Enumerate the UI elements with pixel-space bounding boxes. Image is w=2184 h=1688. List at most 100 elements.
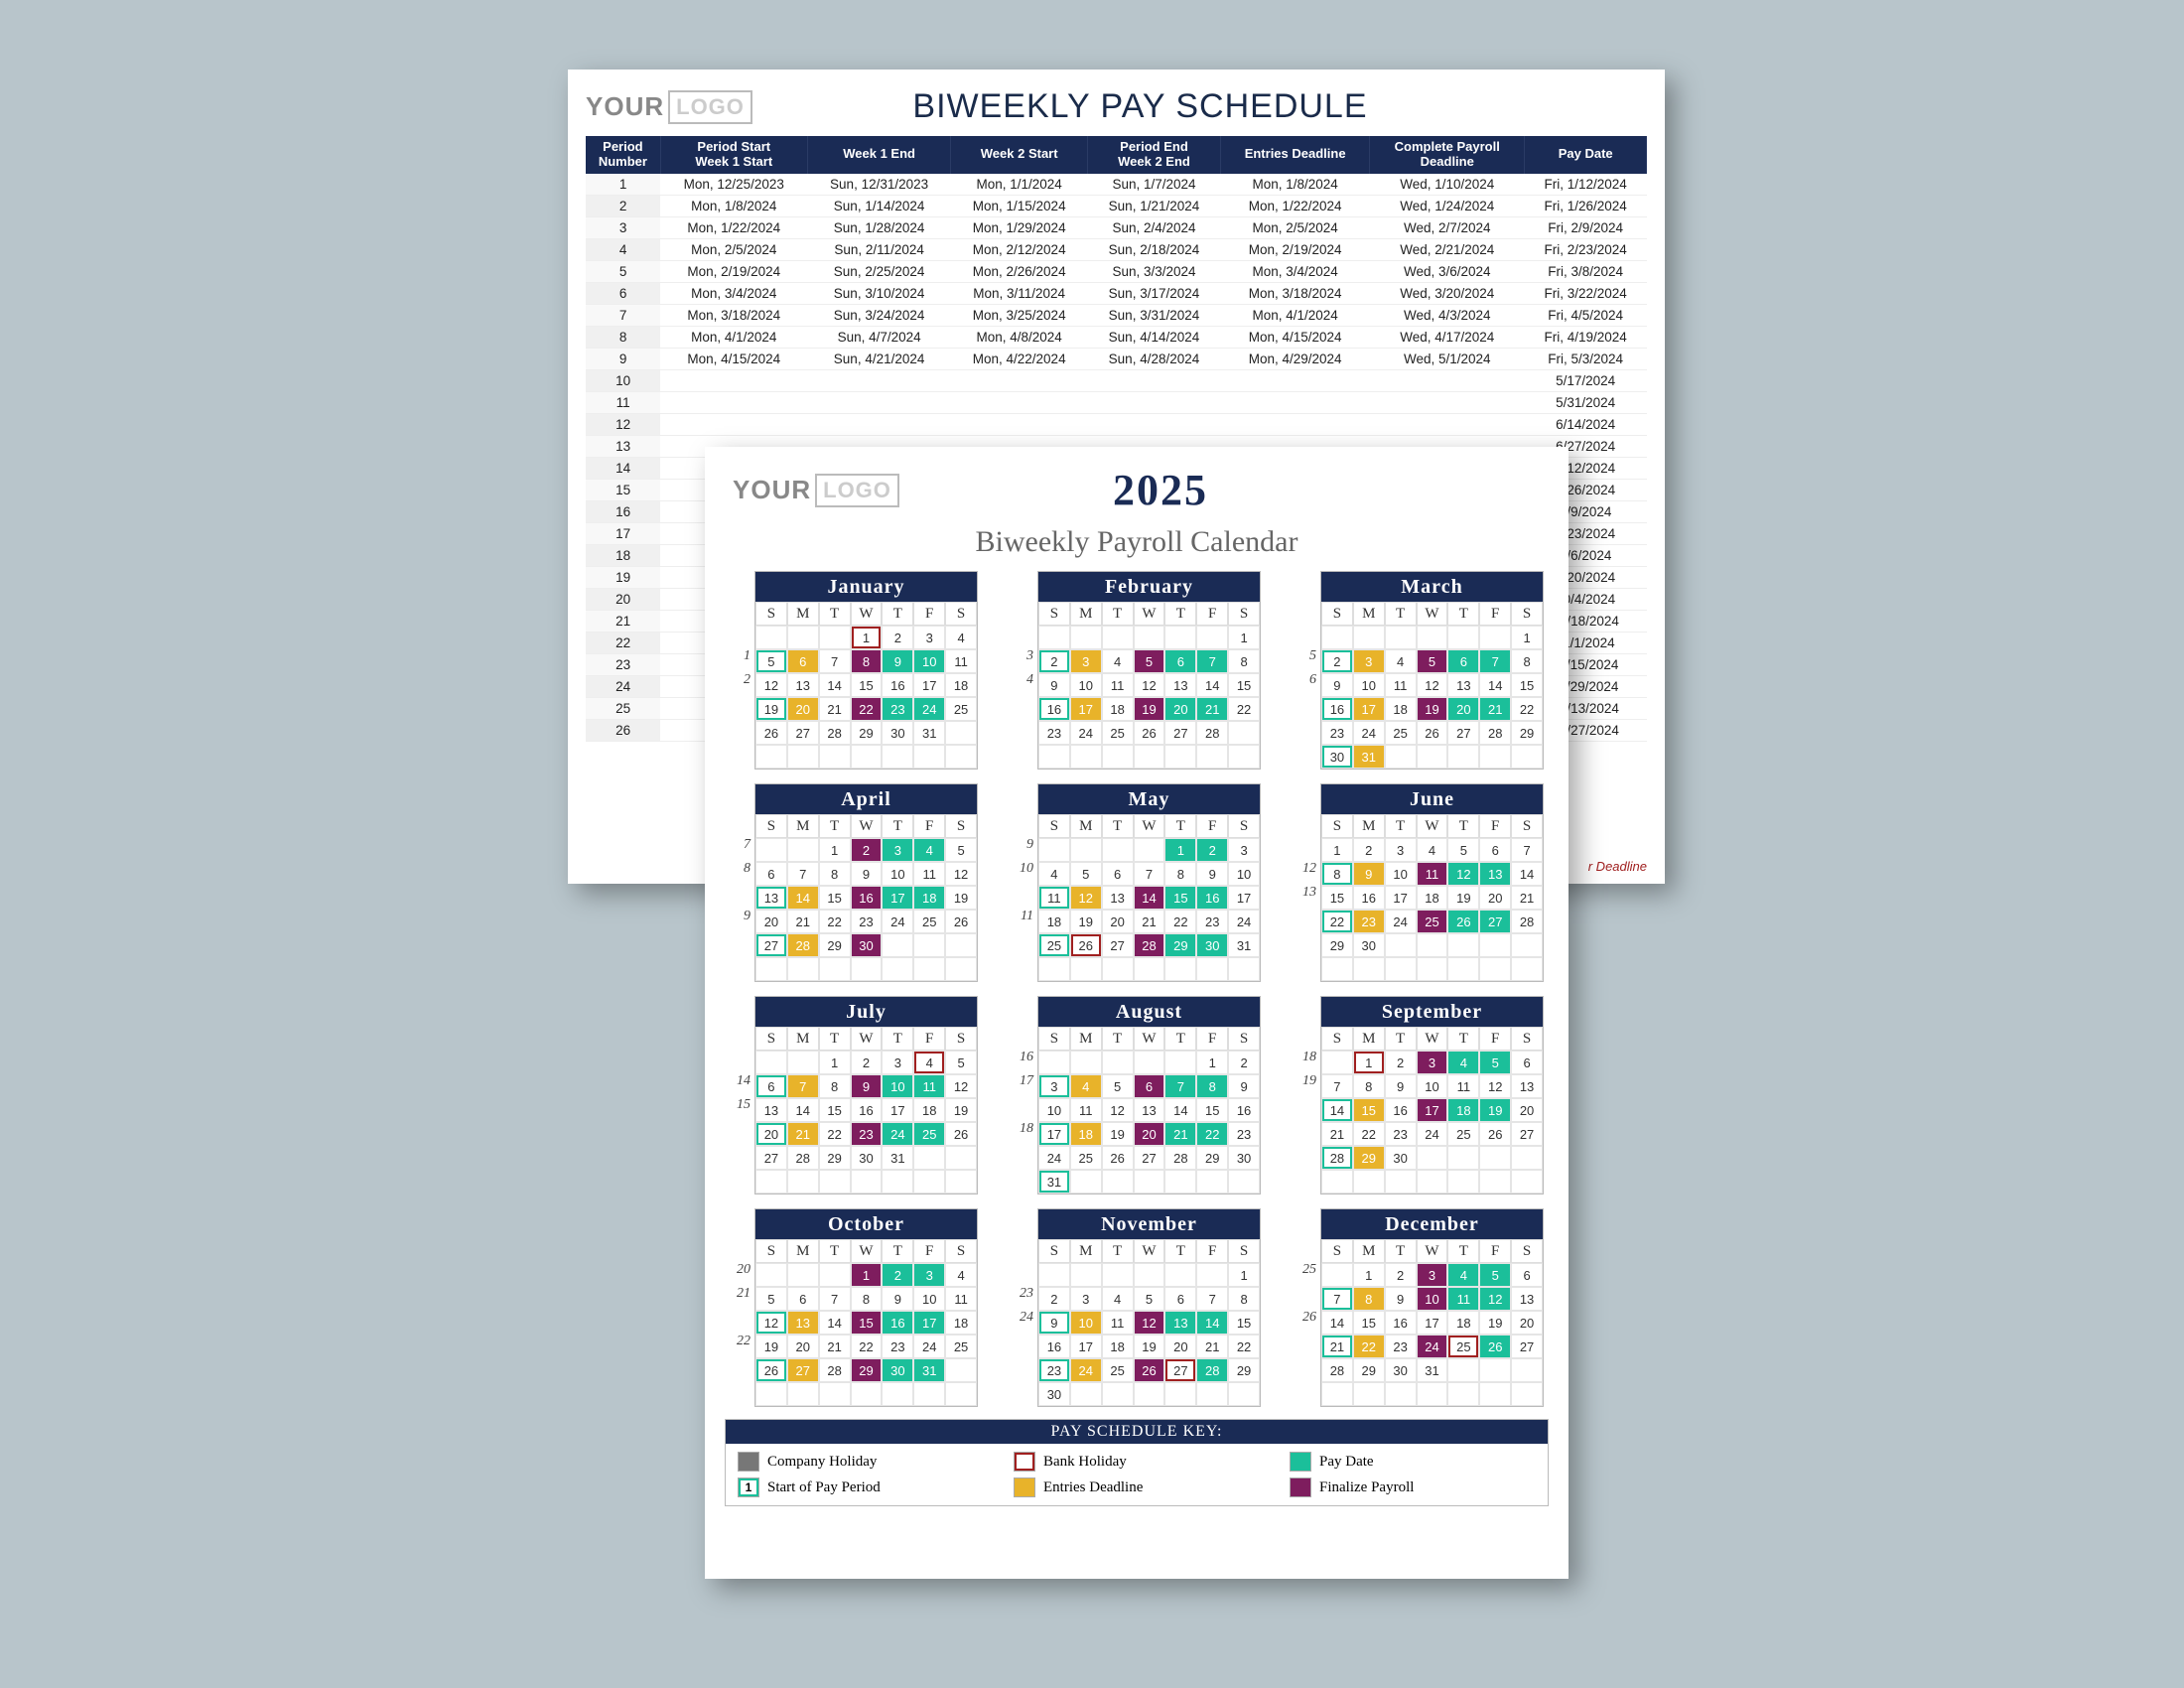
day-cell: 30 [1385,1358,1417,1382]
day-cell: 27 [787,1358,819,1382]
sched-col-header: Entries Deadline [1221,136,1370,174]
day-cell: 11 [945,649,977,673]
day-cell: 9 [882,649,913,673]
table-cell: Mon, 2/26/2024 [951,260,1087,282]
table-cell: 3 [586,216,660,238]
mini-calendar: JuneSMTWTFS12345678910111213141516171819… [1320,783,1544,982]
table-cell: Wed, 5/1/2024 [1370,348,1525,369]
day-cell: 14 [787,886,819,910]
day-cell: 25 [945,697,977,721]
dow-label: T [1385,814,1417,838]
table-cell: 26 [586,719,660,741]
day-cell: 18 [1070,1122,1102,1146]
day-cell: 31 [1417,1358,1448,1382]
dow-label: M [1353,814,1385,838]
day-cell [1164,745,1196,769]
dow-label: S [1321,1027,1353,1051]
day-cell [1164,1051,1196,1074]
day-cell: 29 [1511,721,1543,745]
table-cell: Sun, 1/21/2024 [1087,195,1220,216]
day-cell: 28 [819,721,851,745]
day-cell: 28 [819,1358,851,1382]
day-cell: 26 [945,1122,977,1146]
table-row: 4Mon, 2/5/2024Sun, 2/11/2024Mon, 2/12/20… [586,238,1647,260]
day-cell: 18 [1447,1311,1479,1335]
period-number-column: 34 [1014,571,1033,770]
day-cell: 20 [1102,910,1134,933]
day-cell [1070,1170,1102,1194]
day-cell: 6 [1447,649,1479,673]
day-cell: 19 [1134,1335,1165,1358]
table-cell: Mon, 1/1/2024 [951,174,1087,196]
day-cell [819,1170,851,1194]
dow-label: T [819,1239,851,1263]
table-row: 1Mon, 12/25/2023Sun, 12/31/2023Mon, 1/1/… [586,174,1647,196]
day-cell [1164,1170,1196,1194]
mini-calendar: FebruarySMTWTFS1234567891011121314151617… [1037,571,1261,770]
dow-label: F [1479,814,1511,838]
day-cell: 6 [755,862,787,886]
day-cell: 16 [1321,697,1353,721]
dow-label: W [851,1239,883,1263]
dow-label: W [851,602,883,626]
dow-label: M [1070,1027,1102,1051]
day-cell: 1 [1511,626,1543,649]
table-cell [660,369,807,391]
table-cell: Fri, 3/8/2024 [1525,260,1647,282]
day-cell: 11 [1417,862,1448,886]
day-cell: 6 [1164,1287,1196,1311]
day-cell: 17 [913,673,945,697]
table-cell: 14 [586,457,660,479]
day-cell: 21 [1479,697,1511,721]
day-cell: 12 [1447,862,1479,886]
dow-label: S [1511,602,1543,626]
day-cell: 22 [1196,1122,1228,1146]
day-cell: 26 [945,910,977,933]
day-cell: 12 [1479,1287,1511,1311]
day-cell: 12 [755,673,787,697]
table-row: 105/17/2024 [586,369,1647,391]
table-cell: Sun, 3/10/2024 [807,282,951,304]
table-cell [1087,413,1220,435]
day-cell: 17 [1038,1122,1070,1146]
table-cell: Mon, 4/22/2024 [951,348,1087,369]
day-cell: 6 [1102,862,1134,886]
day-cell: 8 [819,862,851,886]
day-cell: 15 [1228,673,1260,697]
day-cell: 23 [1196,910,1228,933]
dow-label: S [945,814,977,838]
day-cell: 9 [851,1074,883,1098]
day-cell: 21 [819,1335,851,1358]
period-number-column: 161718 [1014,996,1033,1195]
day-cell: 22 [819,1122,851,1146]
month-december: 2526DecemberSMTWTFS123456789101112131415… [1297,1208,1544,1407]
month-name: January [755,572,977,602]
day-cell [945,1146,977,1170]
table-cell: 1 [586,174,660,196]
month-name: June [1321,784,1543,814]
day-cell [851,1170,883,1194]
day-cell: 12 [1417,673,1448,697]
day-cell: 28 [1196,721,1228,745]
day-cell: 14 [1511,862,1543,886]
sched-col-header: Pay Date [1525,136,1647,174]
table-cell [1221,369,1370,391]
period-number-column: 56 [1297,571,1316,770]
day-cell: 16 [1038,1335,1070,1358]
period-number-column: 1819 [1297,996,1316,1195]
schedule-title: BIWEEKLY PAY SCHEDULE [772,87,1508,126]
table-cell: Mon, 4/15/2024 [1221,326,1370,348]
day-cell: 11 [913,862,945,886]
day-cell: 15 [1228,1311,1260,1335]
day-cell: 30 [1353,933,1385,957]
day-cell [755,957,787,981]
month-september: 1819SeptemberSMTWTFS12345678910111213141… [1297,996,1544,1195]
day-cell [1479,1358,1511,1382]
day-cell: 21 [1164,1122,1196,1146]
month-january: 12JanuarySMTWTFS123456789101112131415161… [731,571,978,770]
day-cell: 16 [851,1098,883,1122]
day-cell: 26 [1134,1358,1165,1382]
dow-label: T [1102,814,1134,838]
day-cell: 17 [882,1098,913,1122]
logo-logo: LOGO [815,474,899,507]
